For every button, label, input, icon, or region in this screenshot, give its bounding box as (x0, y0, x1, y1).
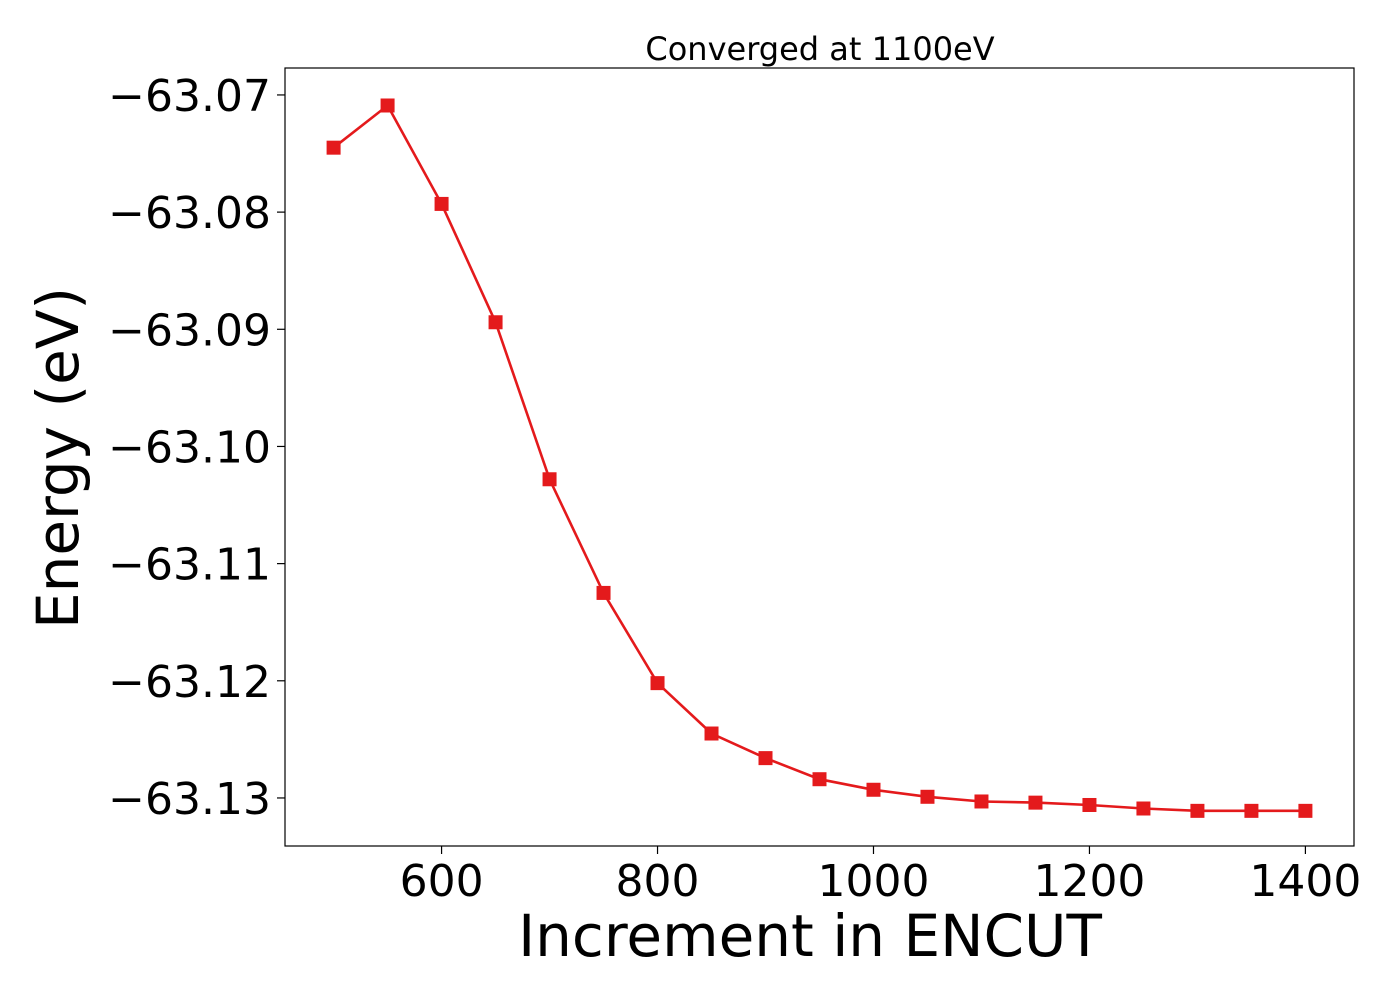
y-tick-label: −63.11 (108, 540, 271, 591)
data-point-marker (1028, 795, 1043, 810)
data-point-marker (488, 315, 503, 330)
series-layer (326, 98, 1313, 818)
x-tick-label: 1000 (817, 856, 929, 907)
x-tick-label: 800 (616, 856, 700, 907)
x-tick-label: 600 (400, 856, 484, 907)
data-point-marker (1190, 803, 1205, 818)
data-point-marker (866, 782, 881, 797)
y-tick-label: −63.09 (108, 305, 271, 356)
y-tick-label: −63.10 (108, 422, 271, 473)
data-point-marker (326, 140, 341, 155)
data-point-marker (758, 751, 773, 766)
y-tick-label: −63.13 (108, 774, 271, 825)
data-point-marker (434, 196, 449, 211)
y-tick-label: −63.07 (108, 71, 271, 122)
data-point-marker (974, 794, 989, 809)
y-tick-label: −63.08 (108, 188, 271, 239)
data-point-marker (1082, 797, 1097, 812)
y-axis-label: Energy (eV) (24, 287, 92, 629)
series-line (332, 103, 1306, 813)
data-point-marker (380, 98, 395, 113)
data-point-marker (812, 772, 827, 787)
data-point-marker (542, 472, 557, 487)
y-axis-ticks: −63.07 −63.08 −63.09 −63.10 −63.11 −63.12 −63.… (108, 71, 285, 825)
data-point-marker (1298, 803, 1313, 818)
data-point-marker (650, 676, 665, 691)
x-tick-label: 1400 (1249, 856, 1361, 907)
x-axis-ticks: 600 800 1000 1200 1400 (400, 846, 1361, 907)
chart-title: Converged at 1100eV (645, 30, 994, 68)
x-tick-label: 1200 (1033, 856, 1145, 907)
data-point-marker (1136, 801, 1151, 816)
data-point-marker (704, 726, 719, 741)
data-point-marker (596, 585, 611, 600)
x-axis-label: Increment in ENCUT (518, 902, 1102, 970)
data-point-marker (920, 789, 935, 804)
data-point-marker (1244, 803, 1259, 818)
plot-frame (284, 67, 1355, 847)
y-tick-label: −63.12 (108, 657, 271, 708)
